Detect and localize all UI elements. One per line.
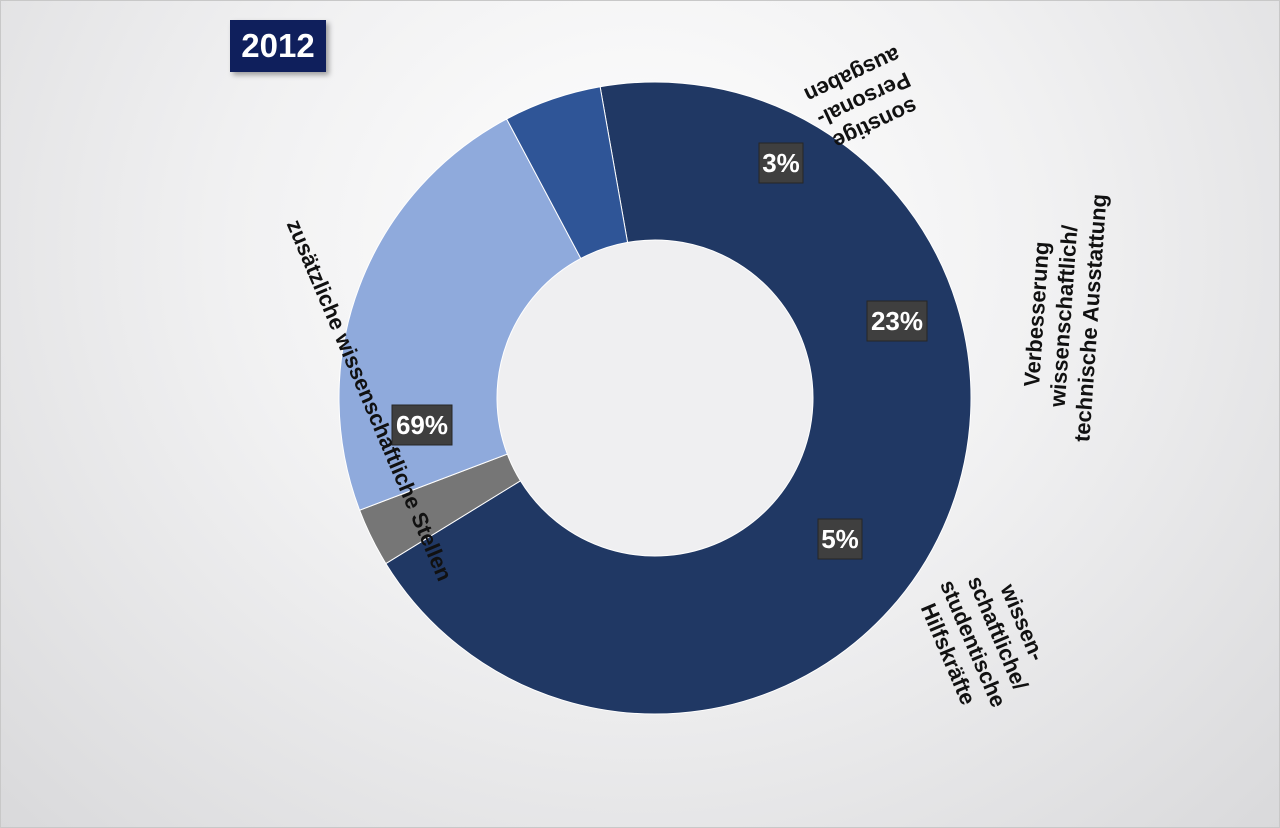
year-badge: 2012: [230, 20, 326, 72]
category-label-2: Verbesserungwissenschaftlich/technische …: [1015, 189, 1111, 442]
donut-slice-3: [505, 86, 629, 260]
value-label-2: 23%: [866, 300, 928, 342]
value-label-text-0: 69%: [396, 410, 448, 440]
value-label-text-1: 3%: [762, 148, 800, 178]
donut-hole: [497, 240, 813, 556]
category-label-3: wissen-schaftliche/studentischeHilfskräf…: [910, 555, 1061, 721]
value-label-text-3: 5%: [821, 524, 859, 554]
value-label-0: 69%: [391, 404, 453, 446]
value-label-1: 3%: [758, 142, 804, 184]
value-label-text-2: 23%: [871, 306, 923, 336]
value-label-3: 5%: [817, 518, 863, 560]
